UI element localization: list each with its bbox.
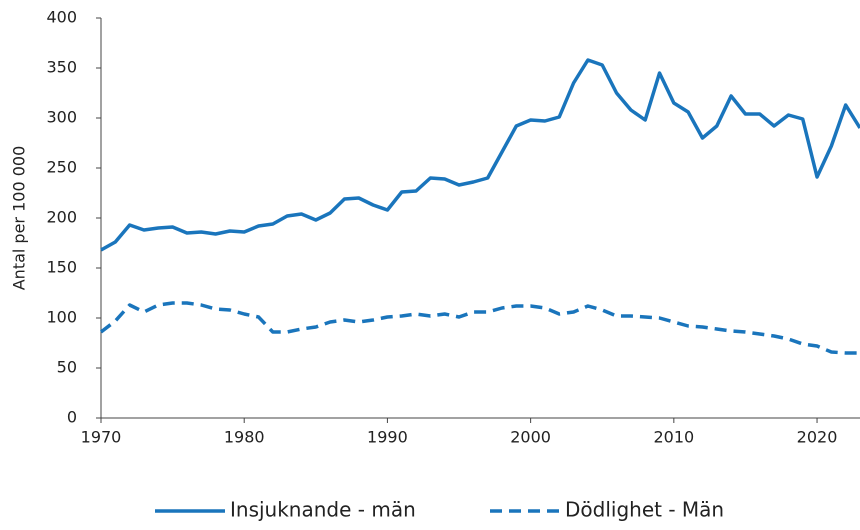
x-tick-label: 1980 <box>224 428 265 447</box>
y-tick-label: 350 <box>46 58 77 77</box>
x-tick-label: 2020 <box>797 428 838 447</box>
y-tick-label: 200 <box>46 208 77 227</box>
y-tick-label: 400 <box>46 8 77 27</box>
x-tick-label: 1990 <box>367 428 408 447</box>
y-tick-label: 50 <box>57 358 77 377</box>
y-axis-title: Antal per 100 000 <box>10 146 29 291</box>
x-tick-label: 1970 <box>81 428 122 447</box>
line-series <box>100 58 860 252</box>
y-tick-label: 150 <box>46 258 77 277</box>
x-tick-label: 2000 <box>510 428 551 447</box>
x-tick-label: 2010 <box>653 428 694 447</box>
y-tick-label: 300 <box>46 108 77 127</box>
y-tick-label: 250 <box>46 158 77 177</box>
y-tick-label: 0 <box>67 408 77 427</box>
y-tick-label: 100 <box>46 308 77 327</box>
legend-label: Insjuknande - män <box>230 498 416 522</box>
line-series <box>99 301 860 355</box>
legend-label: Dödlighet - Män <box>565 498 724 522</box>
